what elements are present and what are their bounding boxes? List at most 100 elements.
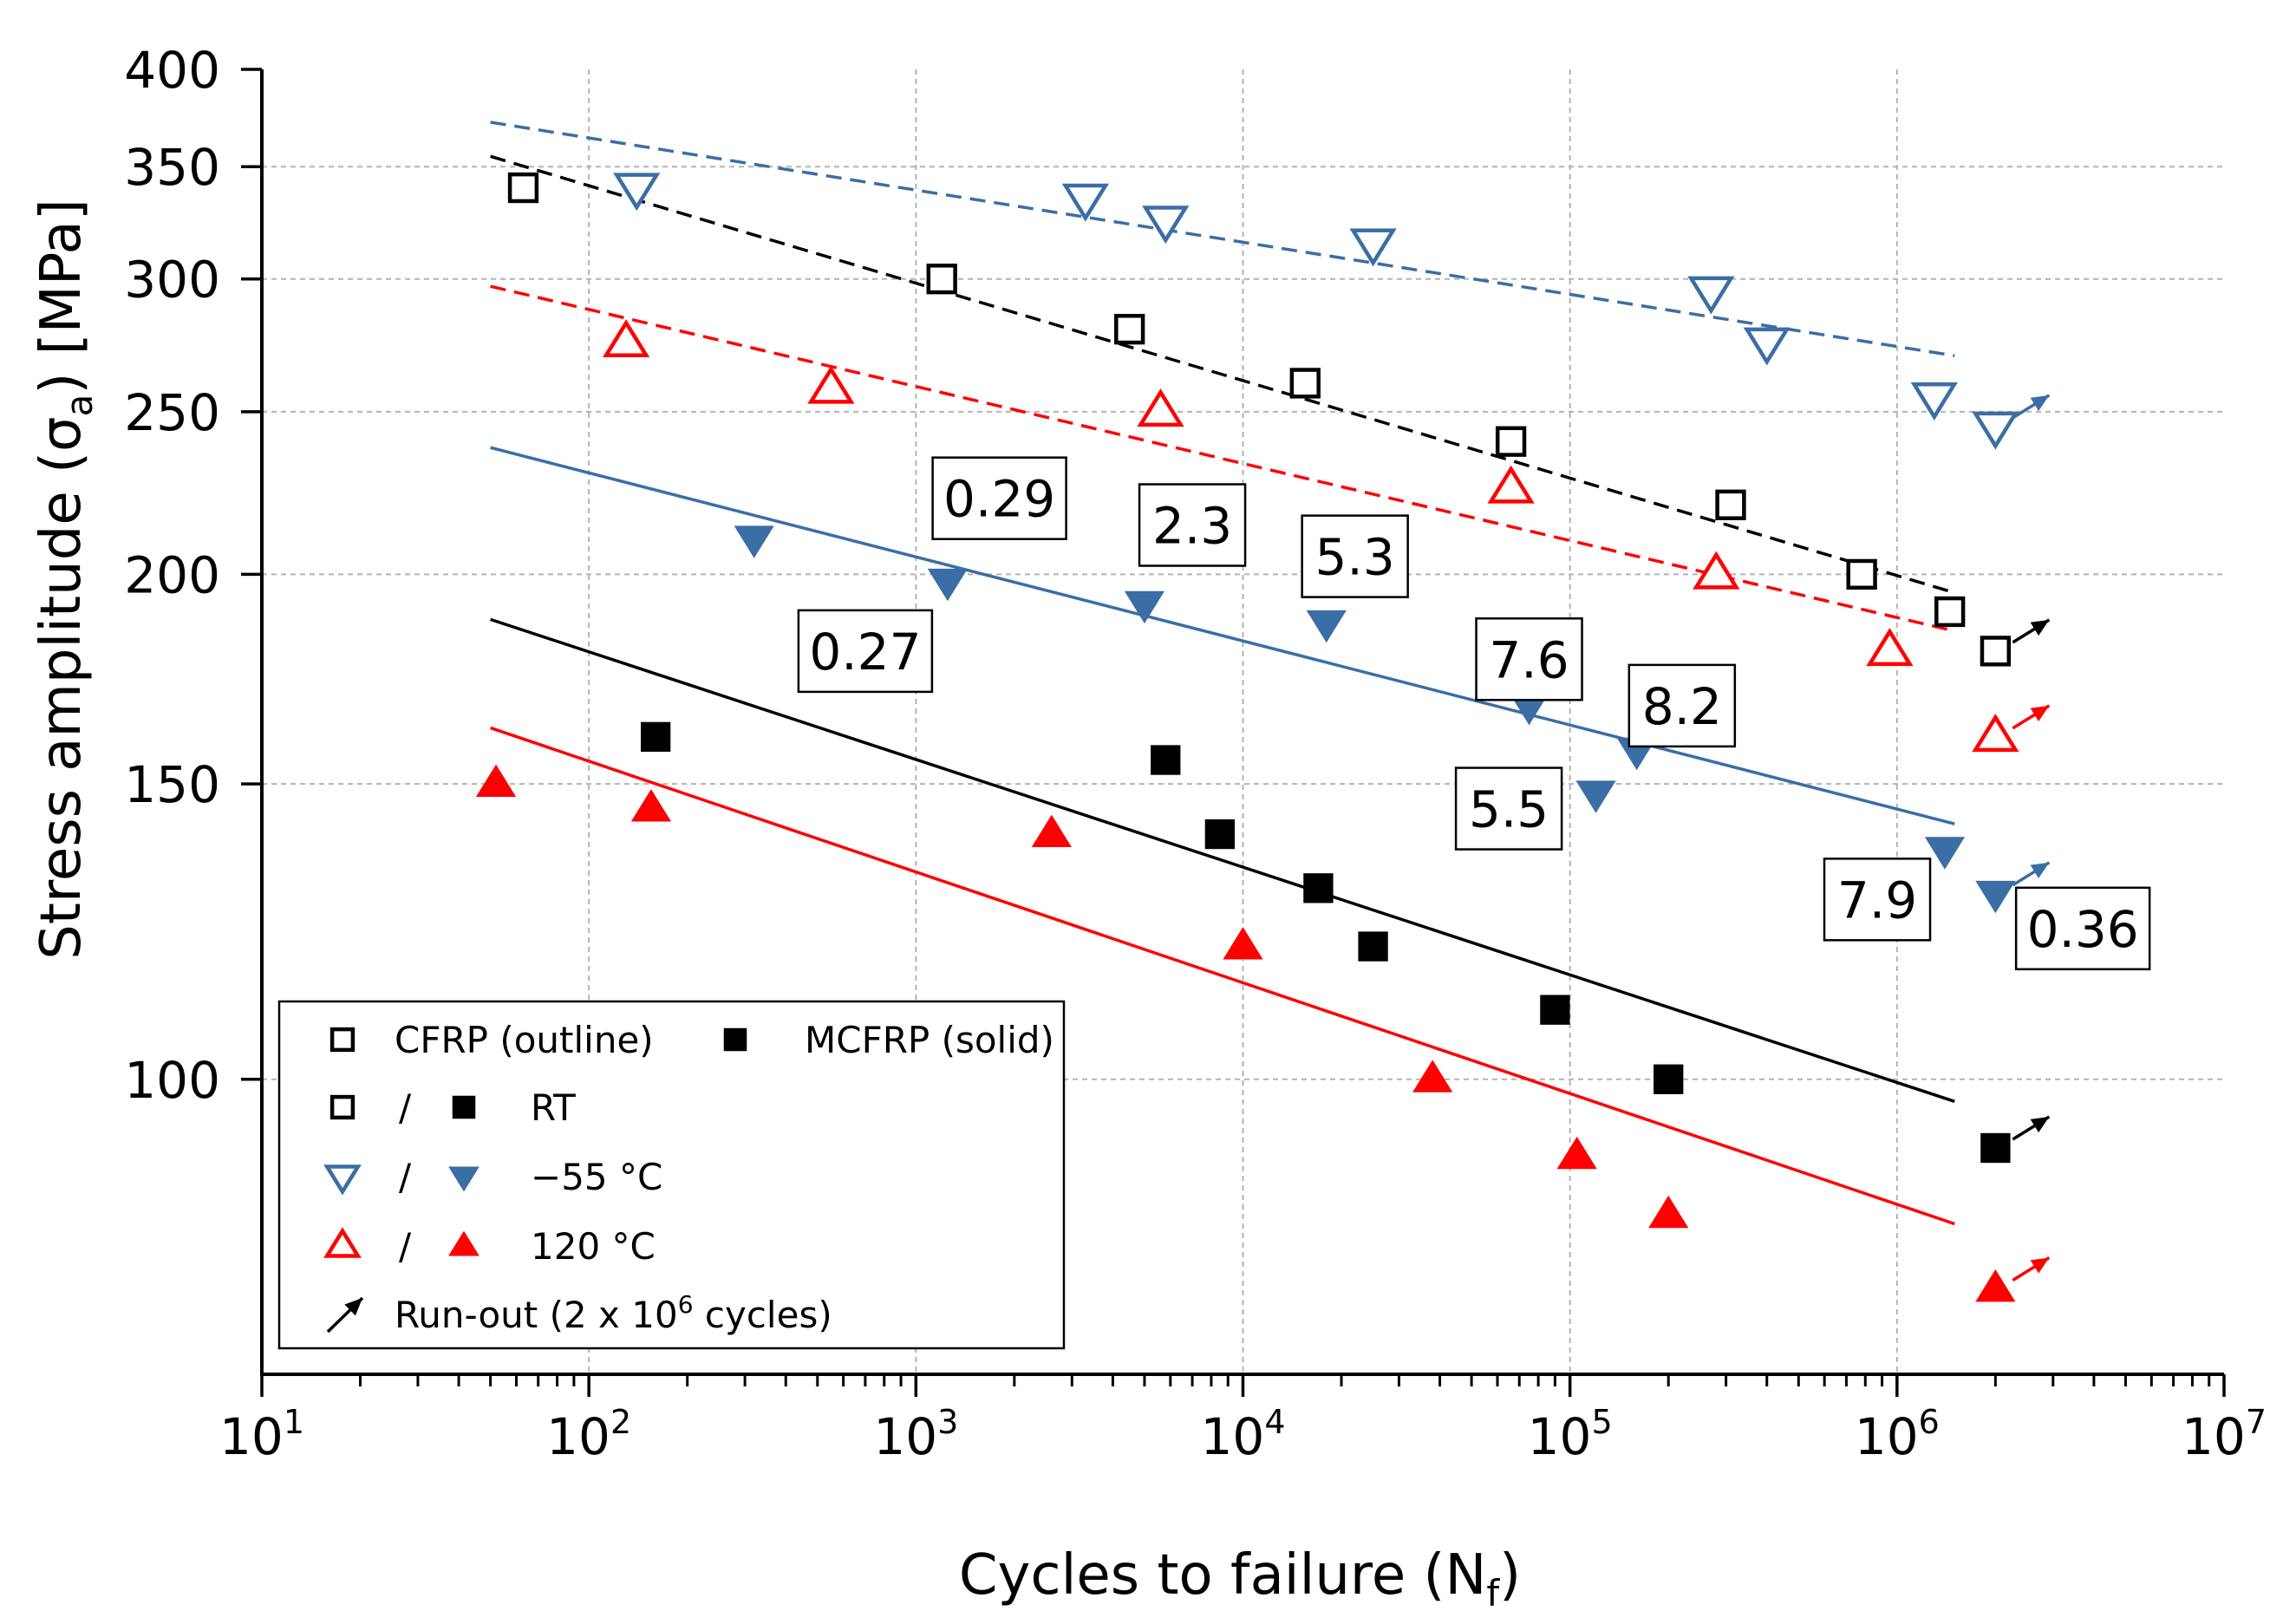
annotation-frame: [1138, 483, 1247, 567]
annotation-label: 7.6: [1489, 630, 1569, 689]
annotation-label: 2.3: [1152, 497, 1232, 556]
data-point: [1487, 465, 1535, 504]
data-point: [640, 721, 671, 753]
data-point: [926, 264, 957, 295]
annotation-box: 0.36: [2014, 886, 2151, 971]
fit-line: [490, 446, 1955, 825]
x-tick-label: 102: [546, 1403, 631, 1466]
runout-point: [1980, 636, 2012, 667]
data-point: [1289, 368, 1321, 399]
data-point: [1031, 814, 1072, 848]
y-tick-label: 250: [124, 383, 220, 442]
annotation-label: 5.5: [1469, 780, 1549, 839]
y-tick-label: 200: [124, 545, 220, 604]
annotation-label: 0.36: [2027, 900, 2139, 959]
data-point: [1151, 745, 1181, 775]
fit-line: [490, 726, 1955, 1226]
fit-line: [490, 617, 1955, 1104]
data-point: [1693, 551, 1740, 590]
data-point: [1687, 276, 1735, 315]
annotation-box: 5.3: [1301, 514, 1409, 598]
data-point: [1924, 837, 1966, 870]
legend-label: CFRP (outline): [395, 1019, 654, 1061]
data-point: [1743, 327, 1791, 366]
data-point: [1142, 205, 1190, 245]
data-point: [1114, 314, 1145, 345]
axes-layer: 101 102 103 104 105 106 107 100 150 200 250 300 350 4…: [124, 41, 2267, 1466]
data-point: [475, 764, 517, 798]
legend-label: RT: [531, 1086, 576, 1129]
data-point: [613, 173, 661, 212]
x-tick-label: 103: [873, 1403, 958, 1466]
data-point: [1910, 382, 1958, 421]
runout-arrow: [2012, 1115, 2051, 1141]
legend-runout-label: Run-out (2 x 106 cycles): [395, 1290, 832, 1336]
y-tick-label: 350: [124, 138, 220, 197]
runout-arrow-head: [344, 1298, 362, 1316]
data-point: [1061, 183, 1110, 222]
runout-arrow-head: [2030, 395, 2050, 412]
data-point: [927, 568, 968, 602]
annotation-frame: [1475, 617, 1583, 701]
annotation-box: 0.27: [797, 609, 934, 694]
runout-arrow: [2012, 704, 2051, 730]
x-tick-label: 106: [1855, 1403, 1940, 1466]
data-point: [1934, 596, 1966, 628]
annotation-frame: [1627, 663, 1737, 748]
data-point: [507, 172, 539, 204]
x-tick-label: 107: [2182, 1403, 2267, 1466]
legend-separator: /: [399, 1086, 412, 1129]
data-point: [1306, 610, 1347, 643]
legend-open-marker: [323, 1164, 362, 1196]
fit-line: [490, 154, 1955, 595]
annotation-box: 7.6: [1475, 617, 1583, 701]
annotation-box: 2.3: [1138, 483, 1247, 567]
legend-separator: /: [399, 1225, 412, 1268]
x-tick-label: 105: [1528, 1403, 1613, 1466]
data-point: [1866, 628, 1914, 667]
data-point: [1846, 558, 1877, 590]
runout-arrow-head: [2030, 1257, 2050, 1274]
runout-arrow: [2012, 394, 2051, 420]
data-point: [1349, 228, 1397, 267]
annotation-label: 0.29: [943, 470, 1055, 529]
annotation-box: 7.9: [1823, 858, 1932, 942]
fit-line: [490, 121, 1955, 357]
legend-solid-marker: [448, 1230, 479, 1256]
runout-point: [1975, 880, 2016, 914]
annotation-box: 5.5: [1454, 766, 1563, 851]
data-point: [1495, 426, 1527, 457]
y-tick-label: 150: [124, 755, 220, 814]
data-point: [1648, 1195, 1689, 1229]
legend-frame: [277, 1000, 1066, 1350]
runout-point: [1972, 714, 2019, 753]
legend-label: MCFRP (solid): [805, 1019, 1054, 1061]
y-tick-label: 300: [124, 251, 220, 310]
runout-arrow-head: [2030, 619, 2050, 636]
y-tick-label: 400: [124, 41, 220, 100]
runout-arrow-head: [2030, 705, 2050, 722]
x-tick-label: 104: [1201, 1403, 1286, 1466]
annotation-label: 0.27: [809, 623, 921, 682]
annotation-frame: [2014, 886, 2151, 971]
legend-open-marker: [329, 1094, 355, 1120]
runout-arrow-head: [2030, 862, 2050, 878]
annotation-label: 5.3: [1315, 528, 1395, 587]
x-axis-label: Cycles to failure (Nf): [959, 1543, 1521, 1614]
runout-arrow-head: [2030, 1116, 2050, 1133]
legend-runout-arrow: [326, 1296, 364, 1334]
data-point: [1204, 819, 1236, 850]
annotation-box: 0.29: [931, 456, 1067, 540]
fit-line: [490, 284, 1955, 633]
runout-arrow: [2012, 1256, 2051, 1282]
legend-solid-marker: [452, 1095, 476, 1119]
data-point: [1303, 873, 1334, 903]
annotation-frame: [1454, 766, 1563, 851]
data-point: [1137, 388, 1184, 427]
data-point: [1358, 931, 1388, 962]
annotation-frame: [931, 456, 1067, 540]
runout-point: [1980, 1132, 2011, 1164]
runout-arrow: [2012, 861, 2051, 887]
data-point: [1412, 1060, 1453, 1092]
